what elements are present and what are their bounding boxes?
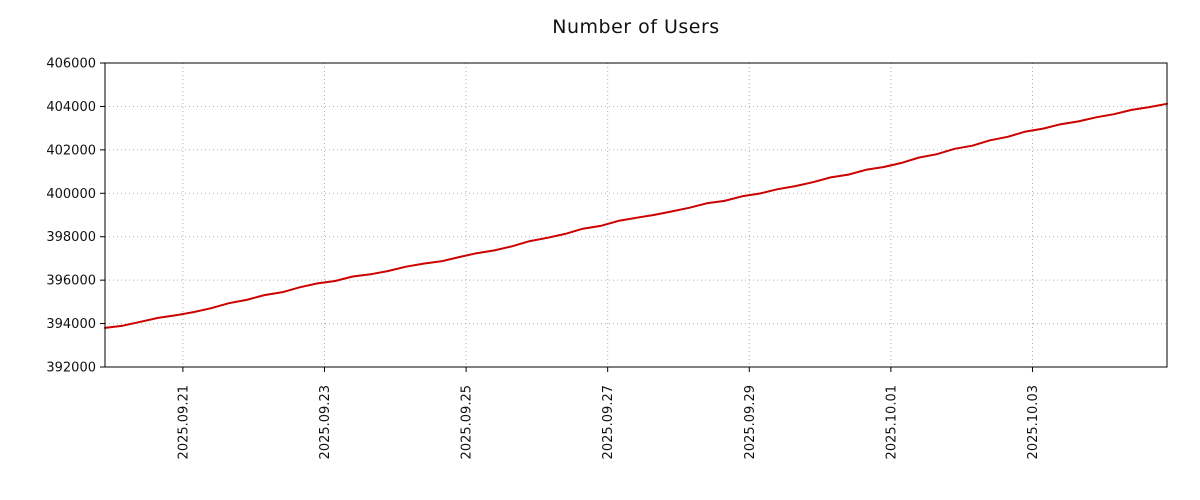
chart-title: Number of Users [552,16,720,38]
y-tick-label: 394000 [46,317,96,332]
x-tick-label: 2025.10.03 [1026,385,1041,459]
y-tick-label: 392000 [46,361,96,376]
plot-border [104,62,1168,368]
y-tick-label: 402000 [46,143,96,158]
x-tick-label: 2025.10.01 [884,385,899,459]
y-tick-label: 404000 [46,100,96,115]
y-tick-label: 396000 [46,274,96,289]
y-tick-label: 406000 [46,57,96,72]
x-tick-label: 2025.09.27 [601,385,616,459]
x-tick-label: 2025.09.21 [176,385,191,459]
x-tick-label: 2025.09.29 [743,385,758,459]
y-tick-label: 400000 [46,187,96,202]
x-tick-label: 2025.09.25 [460,385,475,459]
y-tick-label: 398000 [46,230,96,245]
data-line [104,102,1168,329]
x-tick-label: 2025.09.23 [318,385,333,459]
